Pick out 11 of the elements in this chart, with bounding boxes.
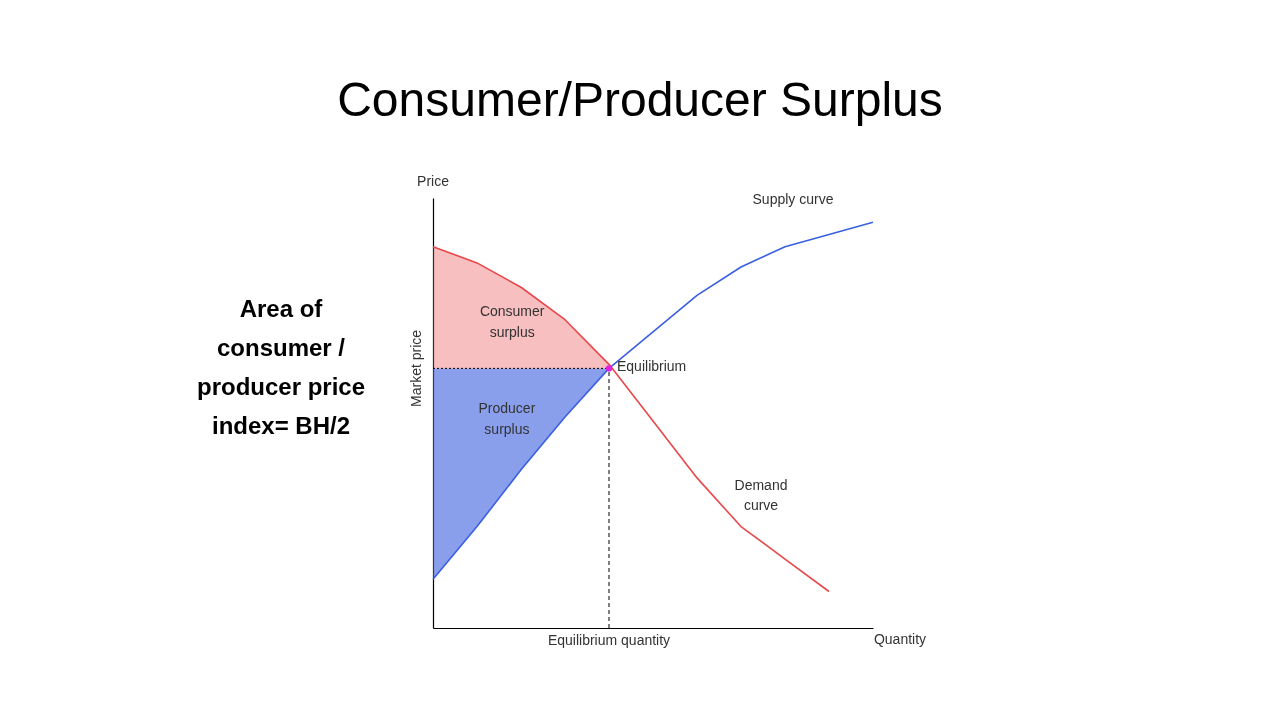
annotation: Consumer surplus — [479, 302, 545, 340]
series-label: Demand curve — [734, 477, 788, 514]
text: Area of consumer / producer price index= BH/2 — [196, 295, 366, 439]
y-axis-title: Price — [417, 173, 450, 189]
chart-title: Consumer/Producer Surplus — [337, 73, 943, 126]
annotation: Producer surplus — [478, 399, 536, 437]
text: Equilibrium quantity — [547, 632, 671, 648]
annotation: Equilibrium — [617, 358, 687, 375]
series-label: Supply curve — [752, 191, 834, 208]
ref-line-label: Market price — [408, 329, 424, 407]
x-axis-title: Quantity — [873, 631, 927, 647]
